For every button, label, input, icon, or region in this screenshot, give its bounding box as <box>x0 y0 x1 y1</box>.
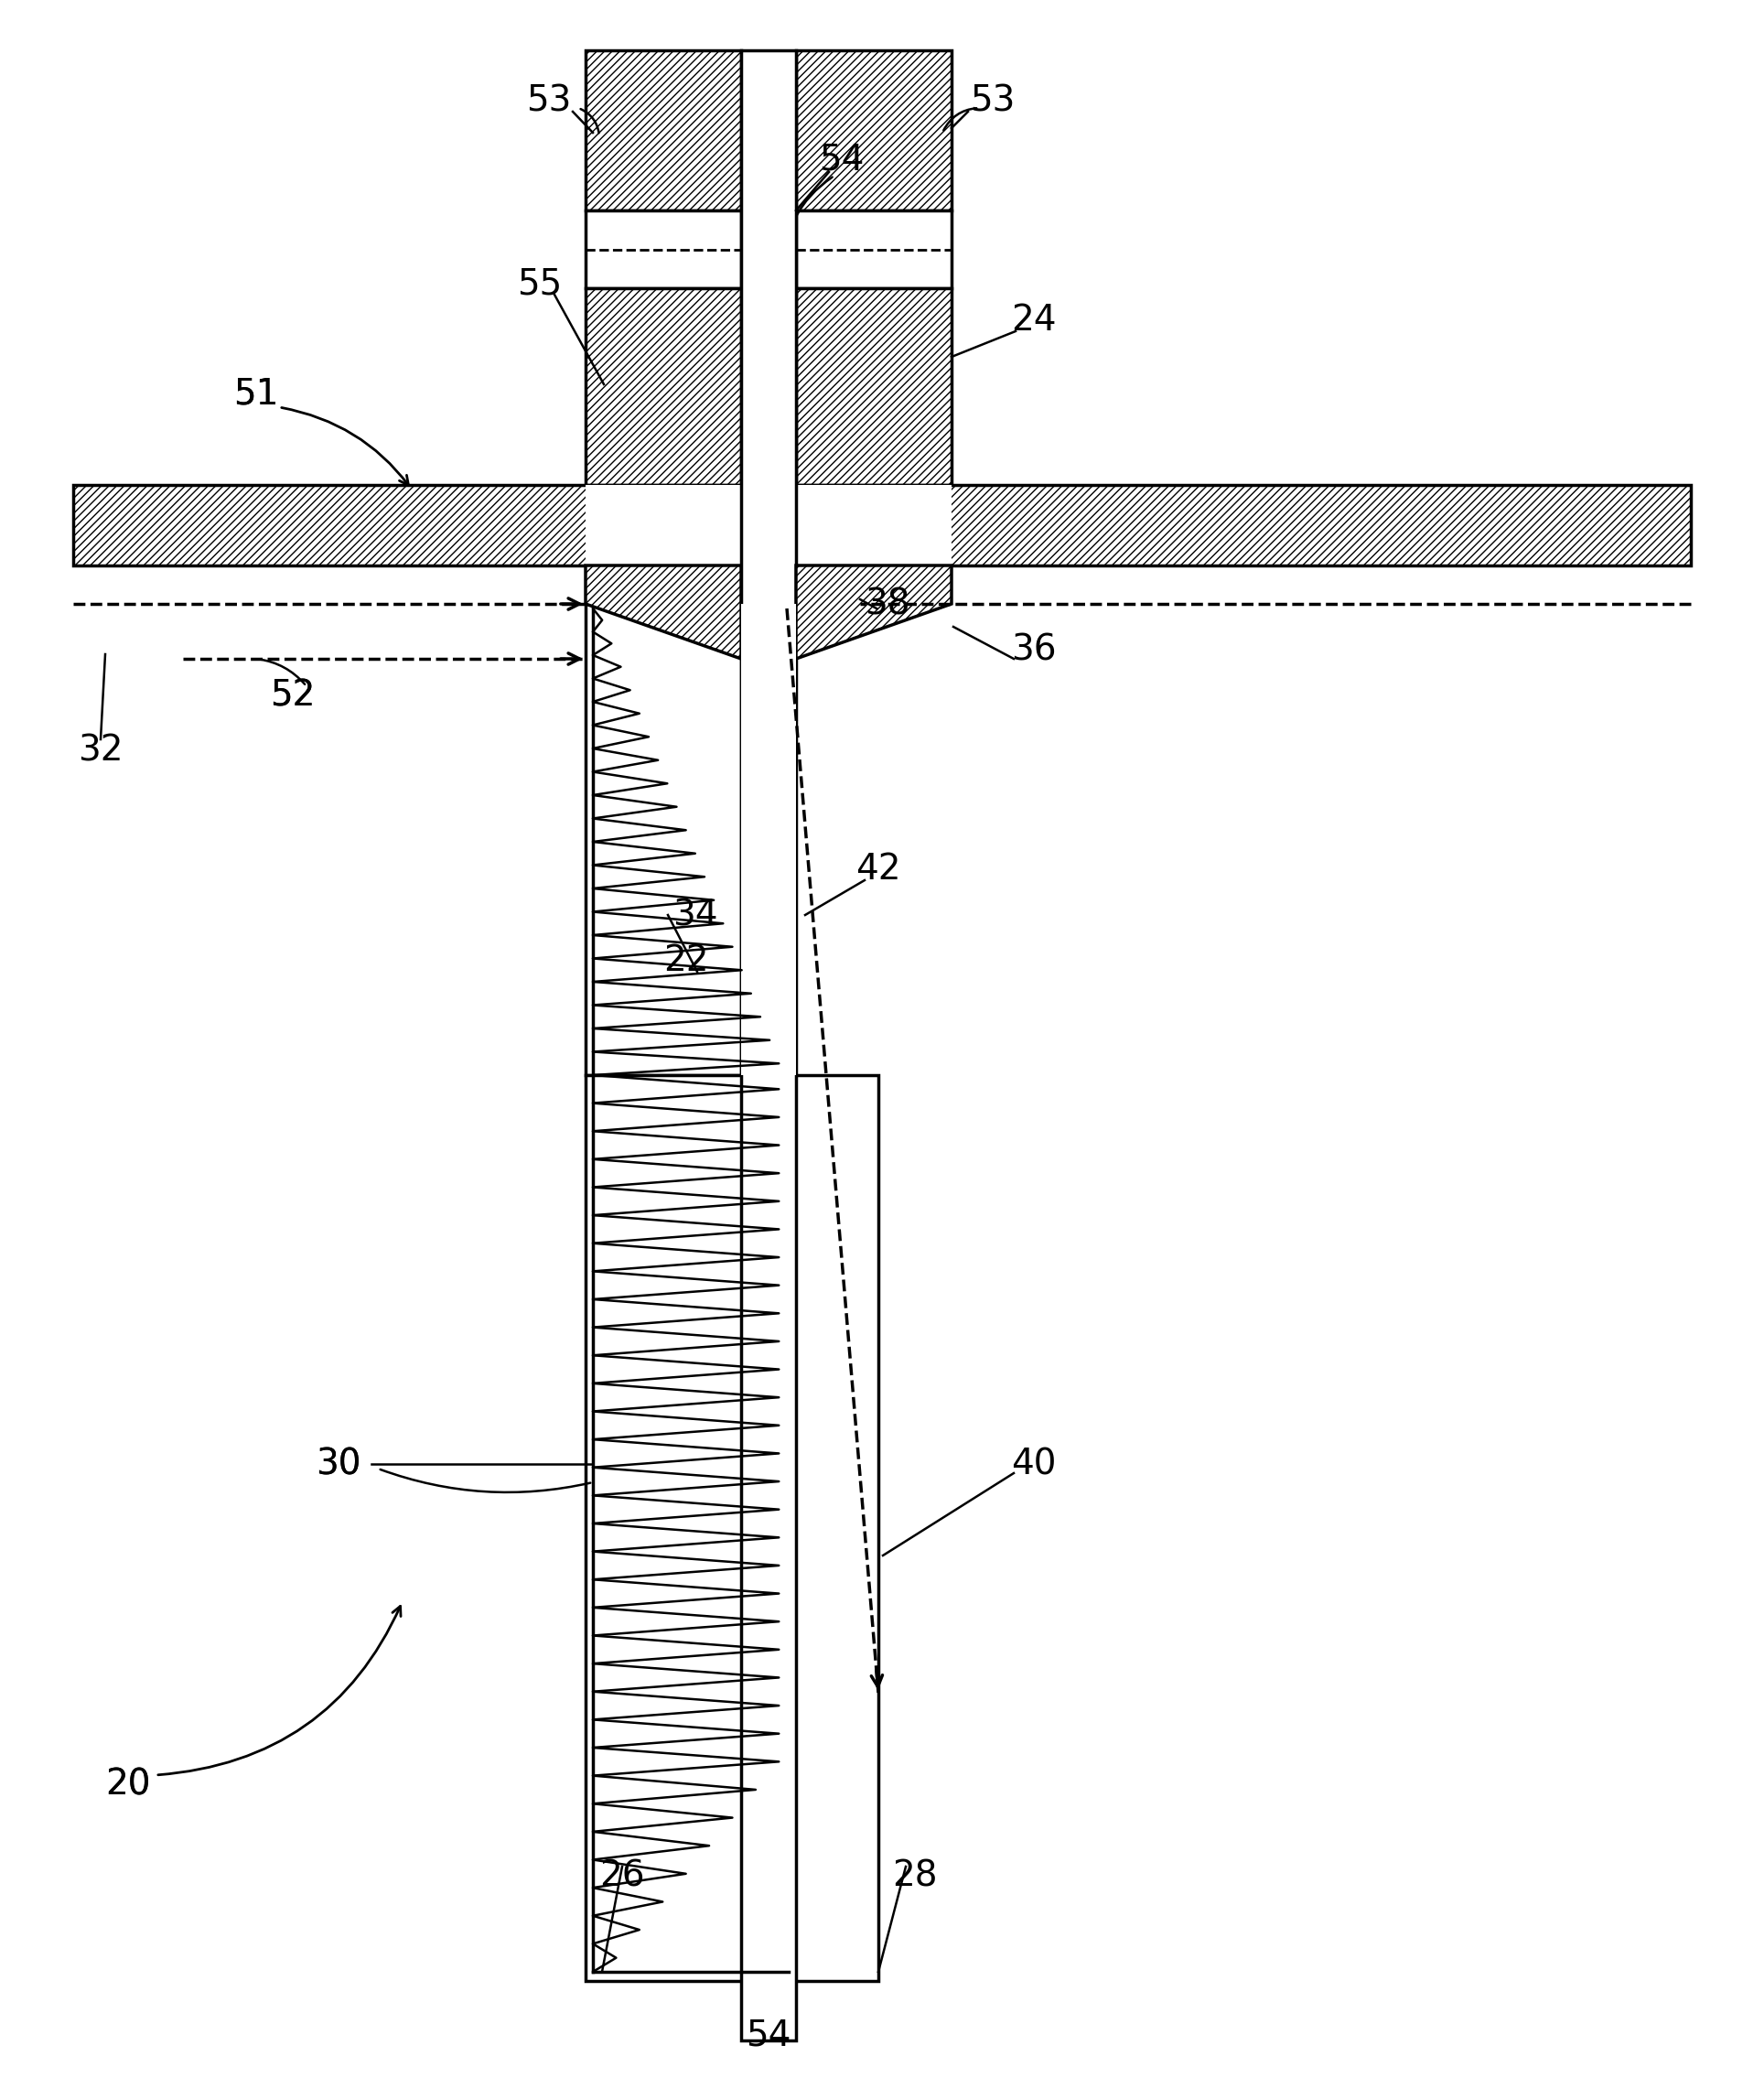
Bar <box>586 485 741 565</box>
Text: 34: 34 <box>672 898 718 932</box>
Text: 20: 20 <box>106 1767 150 1801</box>
Bar <box>586 605 741 1075</box>
Text: 20: 20 <box>106 1767 150 1801</box>
Text: 52: 52 <box>270 678 316 714</box>
Text: 38: 38 <box>864 586 910 621</box>
Text: 54: 54 <box>746 2019 790 2053</box>
Bar <box>586 288 741 485</box>
Text: 52: 52 <box>270 678 316 714</box>
Text: 30: 30 <box>316 1446 362 1482</box>
Bar <box>586 50 741 210</box>
Bar <box>796 288 951 485</box>
Text: 55: 55 <box>517 267 563 300</box>
Bar <box>72 485 1692 565</box>
Text: 54: 54 <box>818 143 864 178</box>
Text: 40: 40 <box>1011 1446 1057 1482</box>
Polygon shape <box>586 565 741 659</box>
Text: 51: 51 <box>233 376 279 411</box>
Bar <box>741 605 796 1075</box>
Text: 24: 24 <box>1011 302 1057 338</box>
Bar <box>741 50 796 2040</box>
Polygon shape <box>796 565 951 659</box>
Bar <box>586 210 741 288</box>
Bar <box>586 1075 878 1981</box>
Text: 51: 51 <box>233 376 279 411</box>
Bar <box>796 210 951 288</box>
Text: 36: 36 <box>1011 632 1057 667</box>
Text: 53: 53 <box>970 84 1016 118</box>
Text: 22: 22 <box>663 942 709 978</box>
Text: 30: 30 <box>316 1446 362 1482</box>
Bar <box>796 485 951 565</box>
Text: 28: 28 <box>893 1858 938 1893</box>
Text: 32: 32 <box>78 733 123 768</box>
Text: 42: 42 <box>856 852 901 886</box>
Bar <box>796 50 951 210</box>
Text: 26: 26 <box>600 1858 646 1893</box>
Text: 53: 53 <box>526 84 572 118</box>
